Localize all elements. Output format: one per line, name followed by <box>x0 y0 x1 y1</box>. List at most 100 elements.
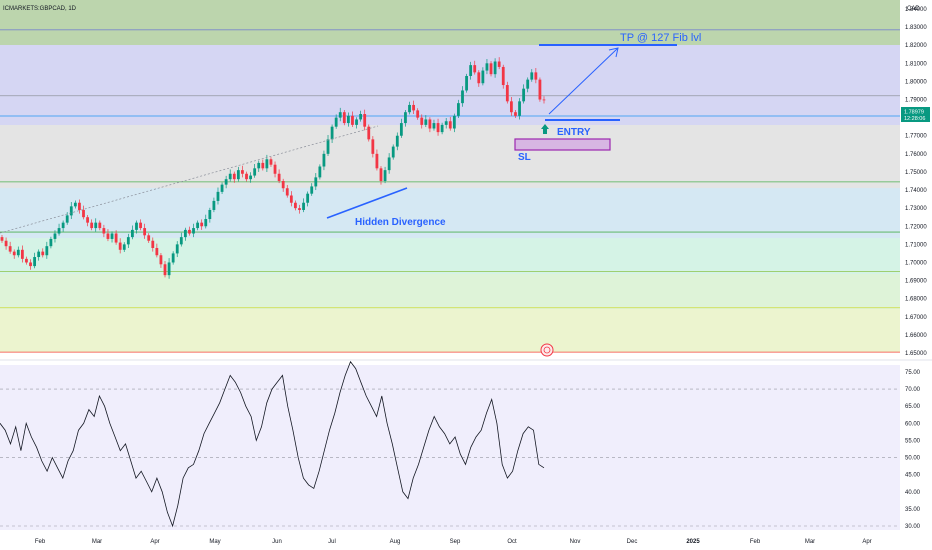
candle-body <box>41 251 45 256</box>
candle-body <box>82 209 85 218</box>
price-tick-label: 1.83000 <box>905 25 927 31</box>
price-tick-label: 1.65000 <box>905 351 927 357</box>
price-tick-label: 1.81000 <box>905 61 927 67</box>
candle-body <box>224 179 228 185</box>
time-tick-label: Dec <box>627 539 638 545</box>
candle-body <box>94 222 98 229</box>
time-tick-label: Sep <box>450 539 461 545</box>
candle-body <box>78 202 81 210</box>
fib-zone-2 <box>0 125 900 188</box>
candle-body <box>86 217 89 223</box>
candle-body <box>289 195 293 203</box>
candle-body <box>493 61 497 75</box>
candle-body <box>497 61 501 67</box>
time-tick-label: Apr <box>862 539 871 545</box>
candle-body <box>514 112 517 116</box>
candle-body <box>179 237 183 245</box>
price-tick-label: 1.74000 <box>905 188 927 194</box>
candle-body <box>342 112 346 124</box>
candle-body <box>424 119 428 125</box>
candle-body <box>122 244 126 250</box>
candle-body <box>249 175 252 180</box>
candle-body <box>485 63 489 71</box>
candle-body <box>212 200 216 210</box>
time-tick-label: Aug <box>390 539 401 545</box>
price-tag: 1.78979 12:28:06 <box>901 107 930 122</box>
candles <box>0 57 546 279</box>
candle-body <box>204 219 208 227</box>
candle-body <box>338 112 342 118</box>
candle-body <box>526 79 530 89</box>
candle-body <box>477 72 481 84</box>
rsi-tick-label: 45.00 <box>905 473 921 479</box>
candle-body <box>318 166 322 178</box>
candle-body <box>273 164 277 174</box>
candle-body <box>236 170 240 180</box>
candle-body <box>147 235 151 241</box>
rsi-tick-label: 75.00 <box>905 370 921 376</box>
candle-body <box>188 229 191 234</box>
candle-body <box>269 159 273 165</box>
fib-zone-5 <box>0 274 900 309</box>
candle-body <box>481 70 485 84</box>
candle-body <box>220 184 224 192</box>
tp-label: TP @ 127 Fib lvl <box>620 32 701 44</box>
price-tick-label: 1.80000 <box>905 79 927 85</box>
event-icon[interactable] <box>540 343 554 357</box>
candle-body <box>530 72 534 80</box>
candle-body <box>326 139 330 154</box>
time-tick-label: Apr <box>150 539 159 545</box>
trend-dashed-line <box>0 125 379 234</box>
price-tag-countdown: 12:28:06 <box>904 116 925 122</box>
candle-body <box>265 159 269 169</box>
candle-body <box>432 123 436 129</box>
candle-body <box>192 228 195 234</box>
candle-body <box>163 264 167 276</box>
candle-body <box>351 115 354 125</box>
candle-body <box>461 90 464 104</box>
candle-body <box>135 222 138 230</box>
candle-body <box>534 72 538 80</box>
price-tick-label: 1.82000 <box>905 43 927 49</box>
time-tick-label: Nov <box>570 539 581 545</box>
rsi-panel-bg <box>0 365 900 530</box>
candle-body <box>281 181 285 189</box>
candle-body <box>8 246 12 252</box>
candle-body <box>457 103 460 116</box>
time-axis[interactable]: Feb Mar Apr May Jun Jul Aug Sep Oct Nov Dec 2025 Feb… <box>35 539 872 545</box>
candle-body <box>444 121 448 125</box>
rsi-reference-lines <box>0 388 900 527</box>
time-tick-label: Jun <box>272 539 282 545</box>
candle-body <box>387 157 391 171</box>
candle-body <box>505 85 509 102</box>
fib-zone-top <box>0 0 900 45</box>
candle-body <box>37 251 41 258</box>
candle-body <box>298 208 301 210</box>
candle-body <box>175 244 179 254</box>
price-axis[interactable]: 1.84000 1.83000 1.82000 1.81000 1.80000 1.790… <box>905 7 927 357</box>
candle-body <box>241 170 244 174</box>
candle-body <box>367 126 371 140</box>
rsi-tick-label: 65.00 <box>905 404 921 410</box>
candle-body <box>228 173 232 180</box>
candle-body <box>143 228 147 236</box>
candle-body <box>131 229 134 238</box>
rsi-tick-label: 70.00 <box>905 387 921 393</box>
candle-body <box>322 153 326 167</box>
fib-zone-4 <box>0 238 900 274</box>
candle-body <box>183 229 187 238</box>
rsi-tick-label: 30.00 <box>905 524 921 530</box>
candle-body <box>399 123 403 136</box>
rsi-axis[interactable]: 75.00 70.00 65.00 60.00 55.00 50.00 45.00 40.00… <box>905 370 921 530</box>
price-tick-label: 1.77000 <box>905 134 927 140</box>
entry-arrow-icon <box>541 124 549 134</box>
fib-zones <box>0 0 900 352</box>
candle-body <box>232 173 236 180</box>
candle-body <box>489 63 493 75</box>
time-tick-label: Oct <box>507 539 517 545</box>
symbol-title: ICMARKETS:GBPCAD, 1D <box>3 6 77 12</box>
candle-body <box>448 121 452 129</box>
candle-body <box>469 65 473 76</box>
candle-body <box>253 168 257 176</box>
